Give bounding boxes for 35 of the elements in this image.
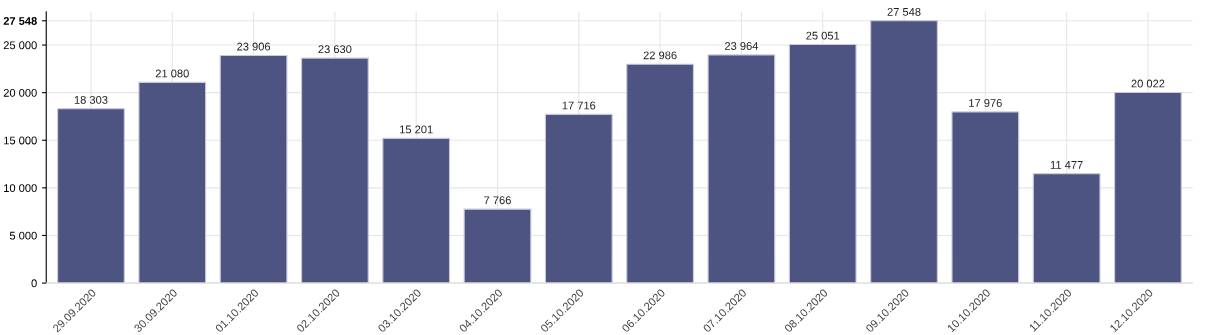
data-label: 22 986	[643, 51, 677, 60]
y-tick-label: 0	[31, 279, 37, 288]
data-label: 11 477	[1050, 161, 1083, 169]
y-tick-label: 15 000	[4, 136, 37, 145]
bar	[463, 208, 532, 284]
data-label: 18 303	[74, 95, 108, 104]
data-label: 23 906	[237, 42, 271, 51]
y-tick-label: 20 000	[3, 88, 37, 97]
data-label: 17 716	[562, 101, 596, 110]
y-tick-label: 5 000	[9, 231, 37, 240]
data-label: 27 548	[887, 7, 921, 16]
data-label: 7 766	[484, 196, 511, 205]
bar	[382, 137, 451, 284]
bar	[870, 20, 938, 284]
bar	[951, 111, 1020, 284]
bar	[544, 113, 613, 284]
bar	[626, 63, 694, 284]
data-label: 21 080	[155, 69, 189, 78]
bar	[138, 81, 207, 284]
data-label: 20 022	[1131, 79, 1165, 88]
bar	[300, 57, 369, 284]
data-label: 23 964	[724, 42, 759, 50]
data-label: 15 201	[400, 125, 433, 134]
bar	[1114, 91, 1182, 284]
bar	[1032, 173, 1101, 284]
data-label: 25 051	[806, 31, 840, 40]
bar	[57, 108, 125, 284]
bar	[707, 54, 776, 284]
data-label: 17 976	[969, 99, 1002, 107]
y-tick-label: 27 548	[3, 17, 37, 25]
y-tick-label: 25 000	[3, 41, 37, 50]
bar	[219, 54, 288, 284]
bar	[788, 44, 857, 284]
y-tick-label: 10 000	[4, 184, 37, 192]
data-label: 23 630	[318, 45, 352, 54]
